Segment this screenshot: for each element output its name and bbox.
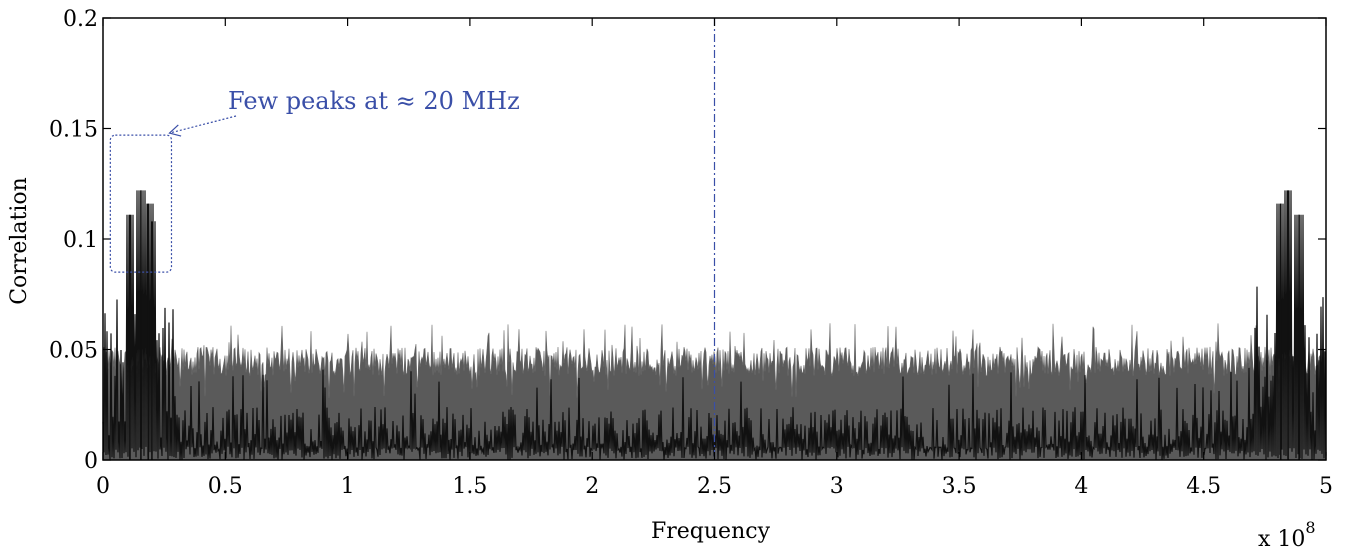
y-tick-label: 0 — [84, 449, 98, 474]
y-axis-title: Correlation — [7, 177, 32, 305]
y-tick-label: 0.2 — [63, 7, 98, 32]
x-axis-multiplier: x 108 — [1258, 518, 1316, 552]
x-tick-label: 3 — [830, 474, 844, 499]
x-tick-label: 4 — [1074, 474, 1088, 499]
annotation-arrow — [169, 115, 237, 134]
x-axis-multiplier-base: x 10 — [1258, 527, 1305, 552]
axis-tick-labels: 0 0.5 1 1.5 2 2.5 3 3.5 4 4.5 5 0 0.05 0.1 0.15 0.2 — [49, 7, 1333, 499]
y-tick-label: 0.15 — [49, 118, 98, 143]
x-tick-label: 2.5 — [697, 474, 732, 499]
y-tick-label: 0.05 — [49, 339, 98, 364]
x-tick-label: 3.5 — [942, 474, 977, 499]
annotation-text: Few peaks at ≈ 20 MHz — [228, 87, 520, 115]
x-axis-multiplier-exponent: 8 — [1305, 518, 1315, 537]
x-tick-label: 5 — [1319, 474, 1333, 499]
x-tick-label: 1 — [341, 474, 355, 499]
y-tick-label: 0.1 — [63, 228, 98, 253]
x-tick-label: 0.5 — [208, 474, 243, 499]
x-tick-label: 1.5 — [452, 474, 487, 499]
annotation-arrowhead — [168, 124, 182, 137]
x-tick-label: 4.5 — [1186, 474, 1221, 499]
annotation-highlight-box — [109, 134, 173, 273]
x-tick-label: 2 — [585, 474, 599, 499]
x-axis-title: Frequency — [651, 519, 771, 544]
axis-ticks — [102, 17, 1327, 461]
x-tick-label: 0 — [96, 474, 110, 499]
